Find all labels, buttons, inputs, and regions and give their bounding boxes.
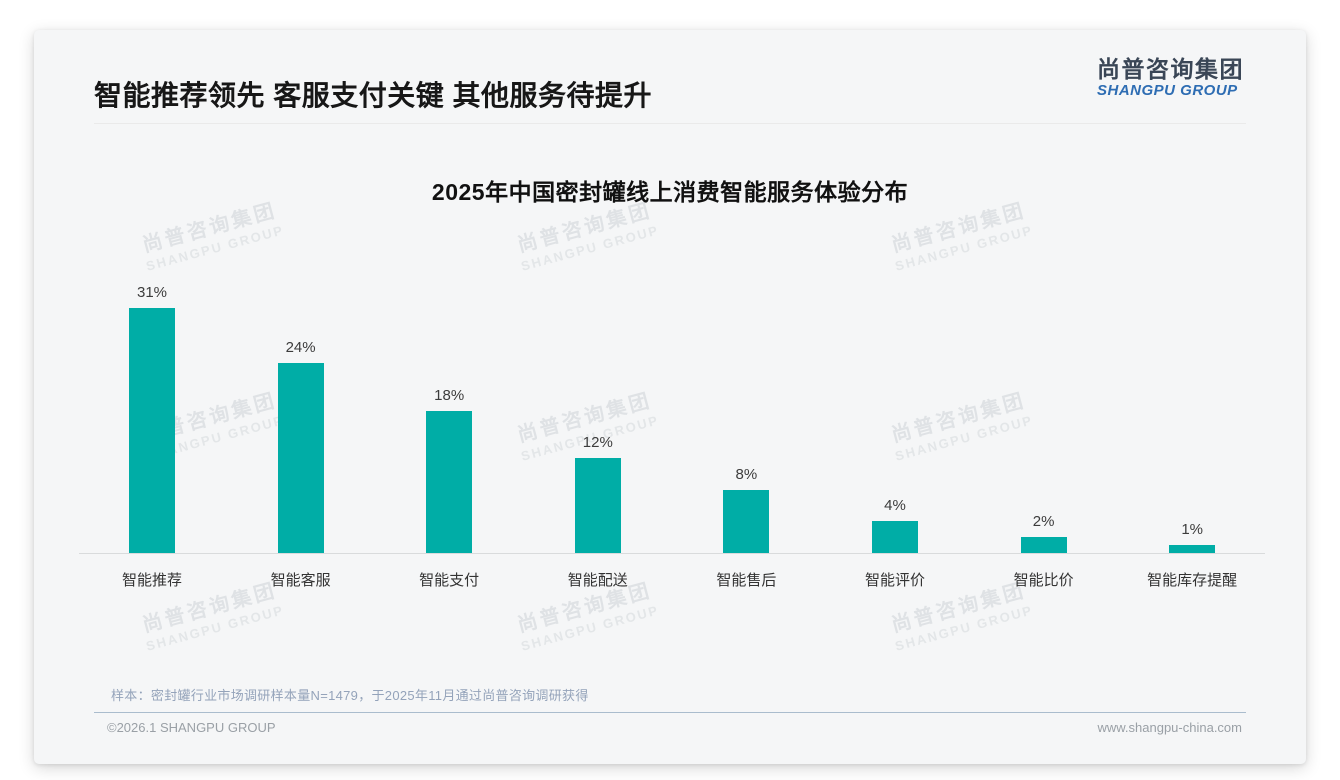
- sample-footnote: 样本：密封罐行业市场调研样本量N=1479，于2025年11月通过尚普咨询调研获…: [111, 688, 589, 703]
- bar-value-label: 2%: [1032, 513, 1055, 530]
- company-logo: 尚普咨询集团 SHANGPU GROUP: [1097, 56, 1244, 100]
- bar: [723, 490, 770, 553]
- bar: [872, 521, 918, 553]
- bar-category-label: 智能配送: [567, 572, 628, 589]
- x-axis-line: [79, 553, 1265, 554]
- watermark-en: SHANGPU GROUP: [893, 412, 1035, 464]
- bar-value-label: 12%: [582, 434, 613, 451]
- bar-category-label: 智能客服: [270, 572, 331, 589]
- bar-category-label: 智能评价: [864, 572, 926, 589]
- watermark-en: SHANGPU GROUP: [519, 222, 661, 274]
- footer-copyright: ©2026.1 SHANGPU GROUP: [107, 720, 276, 735]
- bar-category-label: 智能支付: [419, 572, 480, 589]
- company-logo-en: SHANGPU GROUP: [1097, 82, 1238, 100]
- company-logo-cn: 尚普咨询集团: [1097, 56, 1244, 82]
- bar-category-label: 智能推荐: [121, 572, 183, 589]
- watermark-en: SHANGPU GROUP: [144, 602, 286, 654]
- watermark-en: SHANGPU GROUP: [893, 602, 1035, 654]
- bar: [1169, 545, 1216, 553]
- watermark-cn: 尚普咨询集团: [889, 389, 1029, 447]
- bar: [277, 363, 324, 553]
- bar-category-label: 智能库存提醒: [1147, 572, 1238, 589]
- bar: [129, 308, 175, 553]
- bar-value-label: 24%: [285, 339, 316, 356]
- bar-value-label: 18%: [434, 387, 465, 404]
- bar: [1020, 537, 1067, 553]
- bar-value-label: 31%: [136, 284, 168, 301]
- watermark-en: SHANGPU GROUP: [144, 222, 286, 274]
- page-title: 智能推荐领先 客服支付关键 其他服务待提升: [94, 80, 653, 111]
- watermark: 尚普咨询集团 SHANGPU GROUP: [864, 382, 1058, 471]
- bar: [574, 458, 621, 553]
- chart-title: 2025年中国密封罐线上消费智能服务体验分布: [431, 179, 909, 205]
- bar-category-label: 智能售后: [716, 572, 777, 589]
- bar-value-label: 1%: [1181, 521, 1204, 538]
- bar-value-label: 4%: [884, 497, 906, 514]
- bar: [426, 411, 473, 553]
- title-divider: [94, 123, 1246, 124]
- bar-value-label: 8%: [735, 466, 758, 483]
- footer-website: www.shangpu-china.com: [1097, 720, 1242, 735]
- footer-divider: [94, 712, 1246, 713]
- watermark-en: SHANGPU GROUP: [893, 222, 1035, 274]
- report-slide: 尚普咨询集团 SHANGPU GROUP 尚普咨询集团 SHANGPU GROUP 尚普…: [34, 30, 1306, 764]
- bar-category-label: 智能比价: [1013, 572, 1074, 589]
- watermark-en: SHANGPU GROUP: [519, 602, 661, 654]
